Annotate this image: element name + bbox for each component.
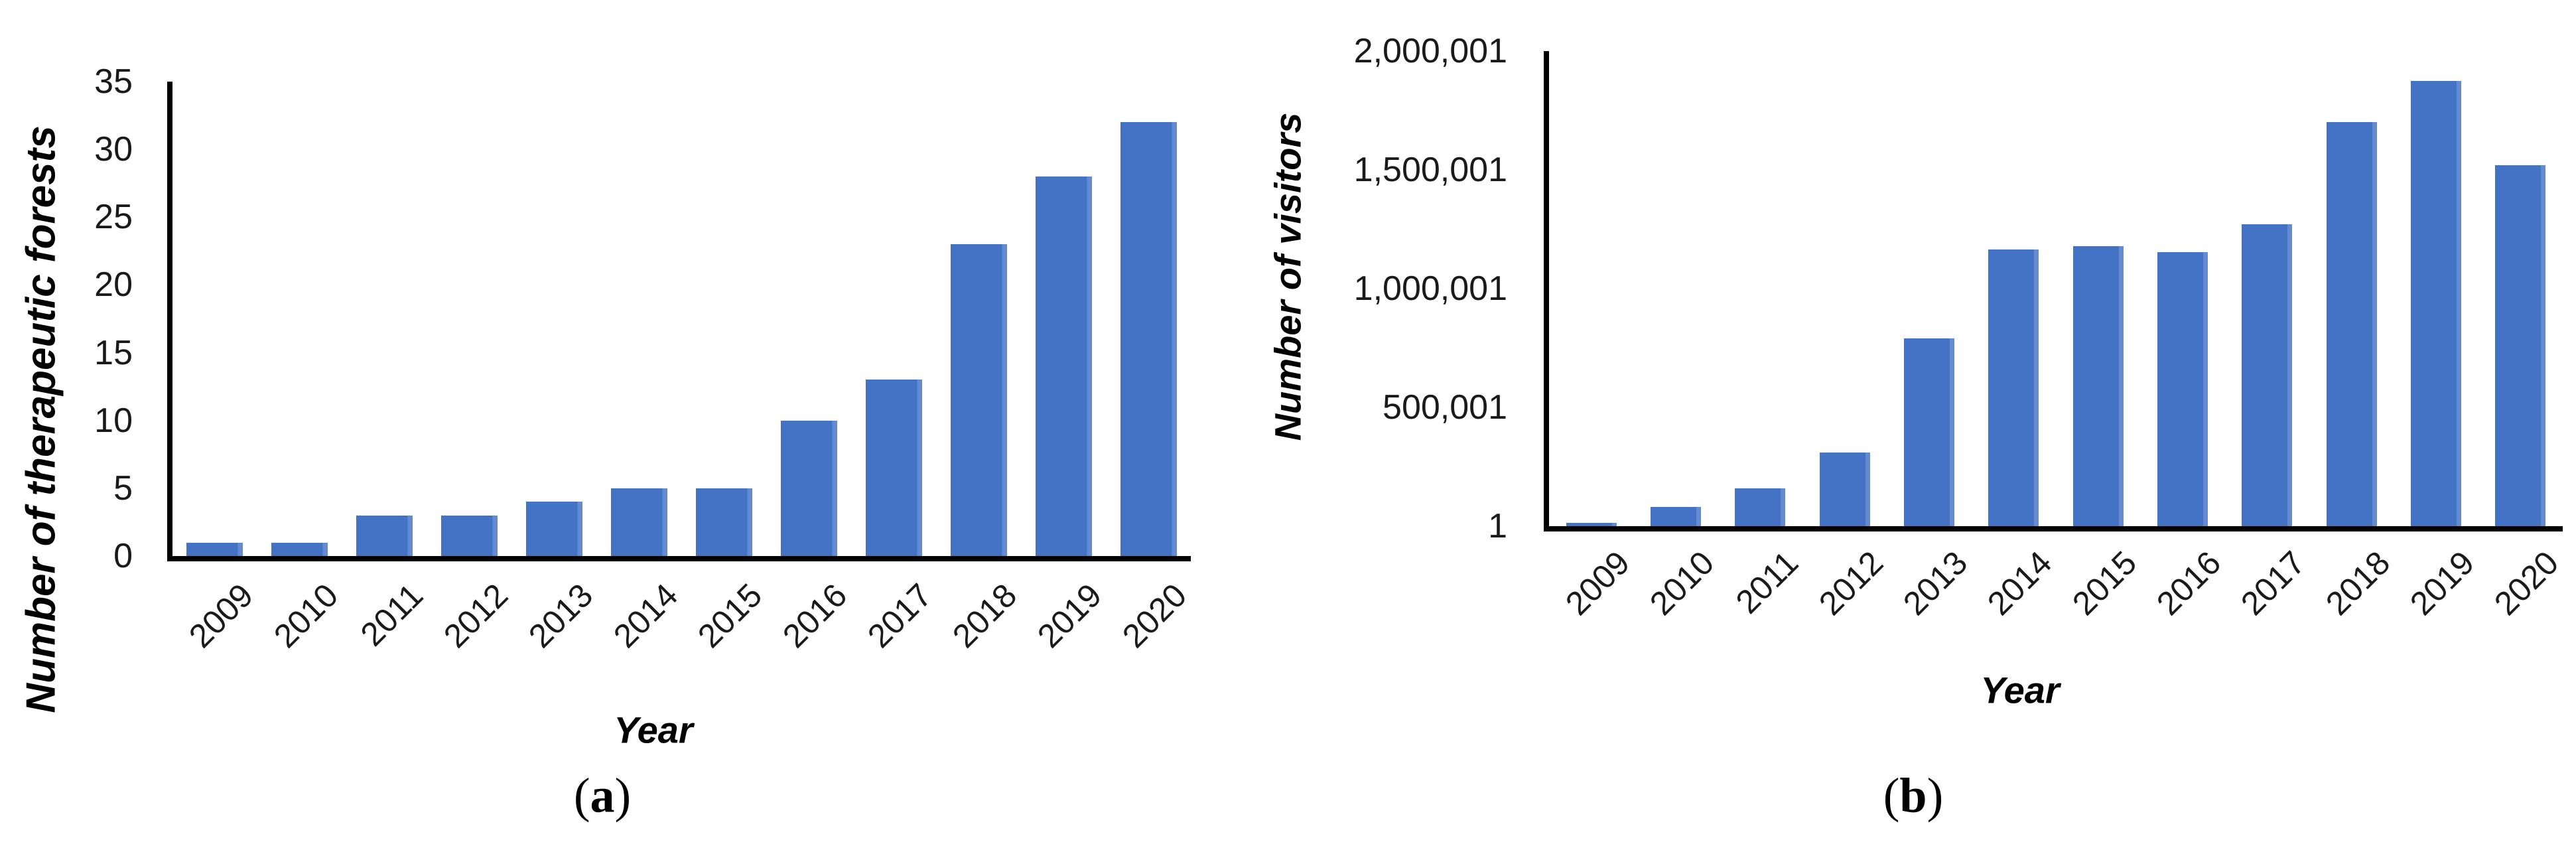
bar-a-2020: [1120, 122, 1177, 556]
bar-a-2014: [611, 488, 667, 556]
x-axis-title-year-a: Year: [614, 709, 693, 751]
y-tick-label-a-15: 15: [94, 333, 133, 372]
y-tick-label-a-5: 5: [113, 468, 133, 508]
bar-a-2009: [186, 543, 243, 556]
caption-a-open-paren: (: [573, 768, 590, 823]
bar-a-2012: [441, 516, 498, 556]
bar-a-2011: [356, 516, 413, 556]
panel-caption-a: (a): [574, 768, 631, 825]
bar-a-2018: [951, 244, 1007, 556]
x-tick-label-b-2010: 2010: [1643, 543, 1722, 622]
y-tick-label-b-1500001: 1,500,001: [1353, 151, 1507, 189]
x-tick-label-a-2013: 2013: [521, 576, 600, 655]
x-axis-title-year-b: Year: [1980, 669, 2060, 711]
x-tick-label-b-2013: 2013: [1896, 543, 1975, 622]
bar-b-2018: [2327, 122, 2377, 526]
y-tick-label-b-2000001: 2,000,001: [1353, 32, 1507, 70]
x-tick-label-b-2016: 2016: [2149, 543, 2228, 622]
y-tick-label-a-10: 10: [94, 401, 133, 440]
x-tick-label-b-2019: 2019: [2403, 543, 2482, 622]
x-tick-label-a-2018: 2018: [945, 576, 1024, 655]
x-tick-label-a-2010: 2010: [267, 576, 346, 655]
bar-a-2010: [271, 543, 328, 556]
y-tick-label-a-0: 0: [113, 537, 133, 575]
y-axis-line-a: [167, 82, 172, 561]
bar-b-2016: [2157, 252, 2208, 526]
x-axis-line-a: [167, 556, 1191, 561]
x-tick-label-a-2012: 2012: [437, 576, 515, 655]
caption-b-letter: b: [1899, 768, 1927, 823]
y-axis-line-b: [1544, 51, 1549, 531]
x-tick-label-b-2017: 2017: [2234, 543, 2313, 622]
x-tick-label-a-2014: 2014: [606, 576, 685, 655]
bar-a-2015: [696, 488, 752, 556]
panel-caption-b: (b): [1883, 768, 1943, 825]
caption-a-close-paren: ): [614, 768, 632, 823]
y-tick-label-a-20: 20: [94, 265, 133, 305]
bar-b-2012: [1820, 453, 1870, 526]
bar-a-2016: [781, 421, 837, 556]
bar-a-2013: [526, 502, 582, 556]
x-tick-label-b-2014: 2014: [1980, 543, 2059, 622]
y-tick-label-b-1000001: 1,000,001: [1353, 269, 1507, 308]
x-tick-label-b-2015: 2015: [2065, 543, 2144, 622]
bar-b-2009: [1566, 523, 1617, 526]
x-tick-label-b-2012: 2012: [1812, 543, 1891, 622]
y-tick-label-a-25: 25: [94, 198, 133, 237]
x-tick-label-b-2009: 2009: [1558, 543, 1637, 622]
x-tick-label-b-2020: 2020: [2487, 543, 2566, 622]
caption-a-letter: a: [590, 768, 615, 823]
x-tick-label-b-2018: 2018: [2319, 543, 2398, 622]
x-tick-label-a-2009: 2009: [182, 576, 261, 655]
x-tick-label-a-2019: 2019: [1030, 576, 1109, 655]
x-tick-label-a-2017: 2017: [860, 576, 939, 655]
bar-a-2019: [1036, 176, 1092, 556]
bar-b-2014: [1988, 249, 2039, 526]
x-tick-label-a-2020: 2020: [1115, 576, 1194, 655]
x-tick-label-a-2011: 2011: [353, 576, 431, 654]
x-axis-line-b: [1544, 526, 2563, 531]
bar-b-2020: [2495, 165, 2545, 526]
bar-b-2019: [2411, 81, 2461, 526]
caption-b-close-paren: ): [1927, 768, 1944, 823]
bar-b-2010: [1651, 507, 1701, 526]
y-tick-label-b-1: 1: [1488, 507, 1507, 545]
x-tick-label-b-2011: 2011: [1728, 543, 1806, 621]
bar-a-2017: [866, 380, 922, 556]
bar-b-2015: [2073, 246, 2124, 526]
bar-b-2017: [2242, 224, 2292, 526]
y-tick-label-b-500001: 500,001: [1383, 388, 1507, 427]
y-tick-label-a-35: 35: [94, 62, 133, 101]
bar-b-2013: [1904, 338, 1954, 526]
bar-b-2011: [1735, 488, 1785, 526]
x-tick-label-a-2015: 2015: [691, 576, 770, 655]
x-tick-label-a-2016: 2016: [776, 576, 854, 655]
y-tick-label-a-30: 30: [94, 130, 133, 169]
caption-b-open-paren: (: [1883, 768, 1900, 823]
